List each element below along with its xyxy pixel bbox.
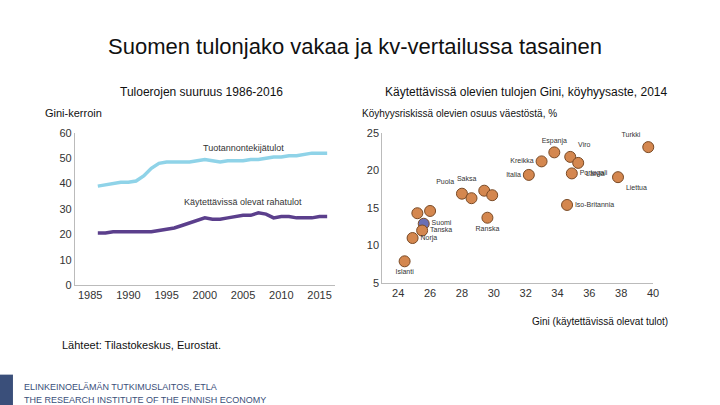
svg-text:2000: 2000 (193, 289, 217, 301)
svg-text:Tuloerojen suuruus 1986-2016: Tuloerojen suuruus 1986-2016 (120, 85, 283, 99)
svg-text:2005: 2005 (231, 289, 255, 301)
svg-text:Suomi: Suomi (432, 219, 452, 226)
svg-text:2015: 2015 (307, 289, 331, 301)
svg-text:40: 40 (647, 287, 659, 299)
svg-text:1995: 1995 (154, 289, 178, 301)
svg-text:1985: 1985 (78, 289, 102, 301)
svg-text:10: 10 (367, 239, 379, 251)
svg-text:5: 5 (373, 277, 379, 289)
svg-text:Köyhyysriskissä olevien osuus: Köyhyysriskissä olevien osuus väestöstä,… (362, 108, 557, 119)
svg-text:Käytettävissä olevien tulojen: Käytettävissä olevien tulojen Gini, köyh… (385, 85, 667, 99)
svg-text:Tuotannontekijätulot: Tuotannontekijätulot (203, 143, 284, 153)
svg-text:20: 20 (367, 164, 379, 176)
svg-text:Latvia: Latvia (586, 170, 605, 177)
svg-text:0: 0 (66, 279, 72, 291)
svg-text:30: 30 (488, 287, 500, 299)
svg-text:Italia: Italia (506, 171, 521, 178)
svg-text:28: 28 (456, 287, 468, 299)
svg-text:Tanska: Tanska (430, 226, 452, 233)
svg-text:Lähteet: Tilastokeskus, Eurost: Lähteet: Tilastokeskus, Eurostat. (62, 339, 221, 351)
svg-text:34: 34 (551, 287, 563, 299)
svg-text:Islanti: Islanti (395, 268, 414, 275)
svg-text:30: 30 (59, 203, 71, 215)
svg-text:60: 60 (59, 127, 71, 139)
svg-text:10: 10 (59, 254, 71, 266)
svg-text:Suomen tulonjako vakaa ja kv-v: Suomen tulonjako vakaa ja kv-vertailussa… (108, 34, 602, 59)
svg-text:Norja: Norja (420, 234, 437, 242)
svg-text:50: 50 (59, 152, 71, 164)
svg-text:25: 25 (367, 127, 379, 139)
svg-text:26: 26 (424, 287, 436, 299)
svg-text:15: 15 (367, 202, 379, 214)
svg-text:Saksa: Saksa (457, 175, 477, 182)
svg-text:36: 36 (583, 287, 595, 299)
svg-text:Gini (käytettävissä olevat tul: Gini (käytettävissä olevat tulot) (532, 316, 668, 327)
svg-text:Gini-kerroin: Gini-kerroin (45, 107, 102, 119)
svg-text:32: 32 (520, 287, 532, 299)
svg-text:38: 38 (615, 287, 627, 299)
svg-text:THE RESEARCH INSTITUTE OF THE: THE RESEARCH INSTITUTE OF THE FINNISH EC… (24, 395, 266, 405)
svg-text:Käytettävissä olevat rahatulot: Käytettävissä olevat rahatulot (184, 197, 302, 207)
svg-text:Iso-Britannia: Iso-Britannia (575, 201, 614, 208)
svg-text:24: 24 (392, 287, 404, 299)
svg-text:Puola: Puola (436, 178, 454, 185)
svg-text:Ranska: Ranska (476, 225, 500, 232)
svg-text:ELINKEINOELÄMÄN TUTKIMUSLAITOS: ELINKEINOELÄMÄN TUTKIMUSLAITOS, ETLA (24, 382, 217, 392)
svg-text:20: 20 (59, 228, 71, 240)
svg-text:2010: 2010 (269, 289, 293, 301)
svg-text:Espanja: Espanja (542, 137, 567, 145)
svg-text:1990: 1990 (116, 289, 140, 301)
svg-text:Portugali: Portugali (580, 169, 608, 177)
svg-text:Turkki: Turkki (622, 131, 641, 138)
svg-text:Kreikka: Kreikka (510, 157, 533, 164)
svg-text:40: 40 (59, 177, 71, 189)
svg-text:Viro: Viro (578, 141, 590, 148)
svg-text:Liettua: Liettua (626, 184, 647, 191)
